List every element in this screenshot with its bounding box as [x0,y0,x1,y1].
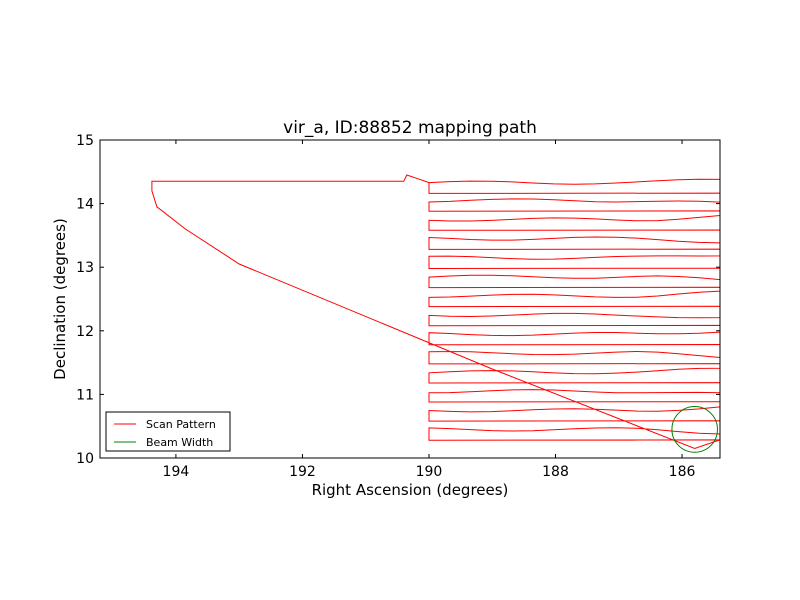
y-axis-label: Declination (degrees) [51,218,69,380]
y-tick-label: 13 [76,260,94,276]
y-tick-label: 12 [76,324,94,340]
legend-box [105,411,231,452]
y-tick-label: 15 [76,133,94,149]
chart-title: vir_a, ID:88852 mapping path [283,118,537,138]
y-tick-label: 14 [76,197,94,213]
plot-area-frame [99,139,721,459]
x-tick-label: 188 [542,464,569,480]
x-tick-label: 190 [416,464,443,480]
y-tick-label: 10 [76,451,94,467]
legend: Scan Pattern Beam Width [105,411,231,452]
x-axis-label: Right Ascension (degrees) [312,481,509,499]
scan-pattern-line [151,174,720,450]
plot-data-layer [151,174,720,453]
beam-width-circle [671,405,718,453]
y-tick-label: 11 [76,387,94,403]
x-tick-label: 186 [669,464,696,480]
legend-label-scan-pattern: Scan Pattern [146,418,216,431]
x-tick-label: 194 [163,464,190,480]
axis-ticks: 194 192 190 188 186 10 11 12 13 14 15 [76,133,720,480]
x-tick-label: 192 [289,464,316,480]
legend-label-beam-width: Beam Width [146,436,213,449]
